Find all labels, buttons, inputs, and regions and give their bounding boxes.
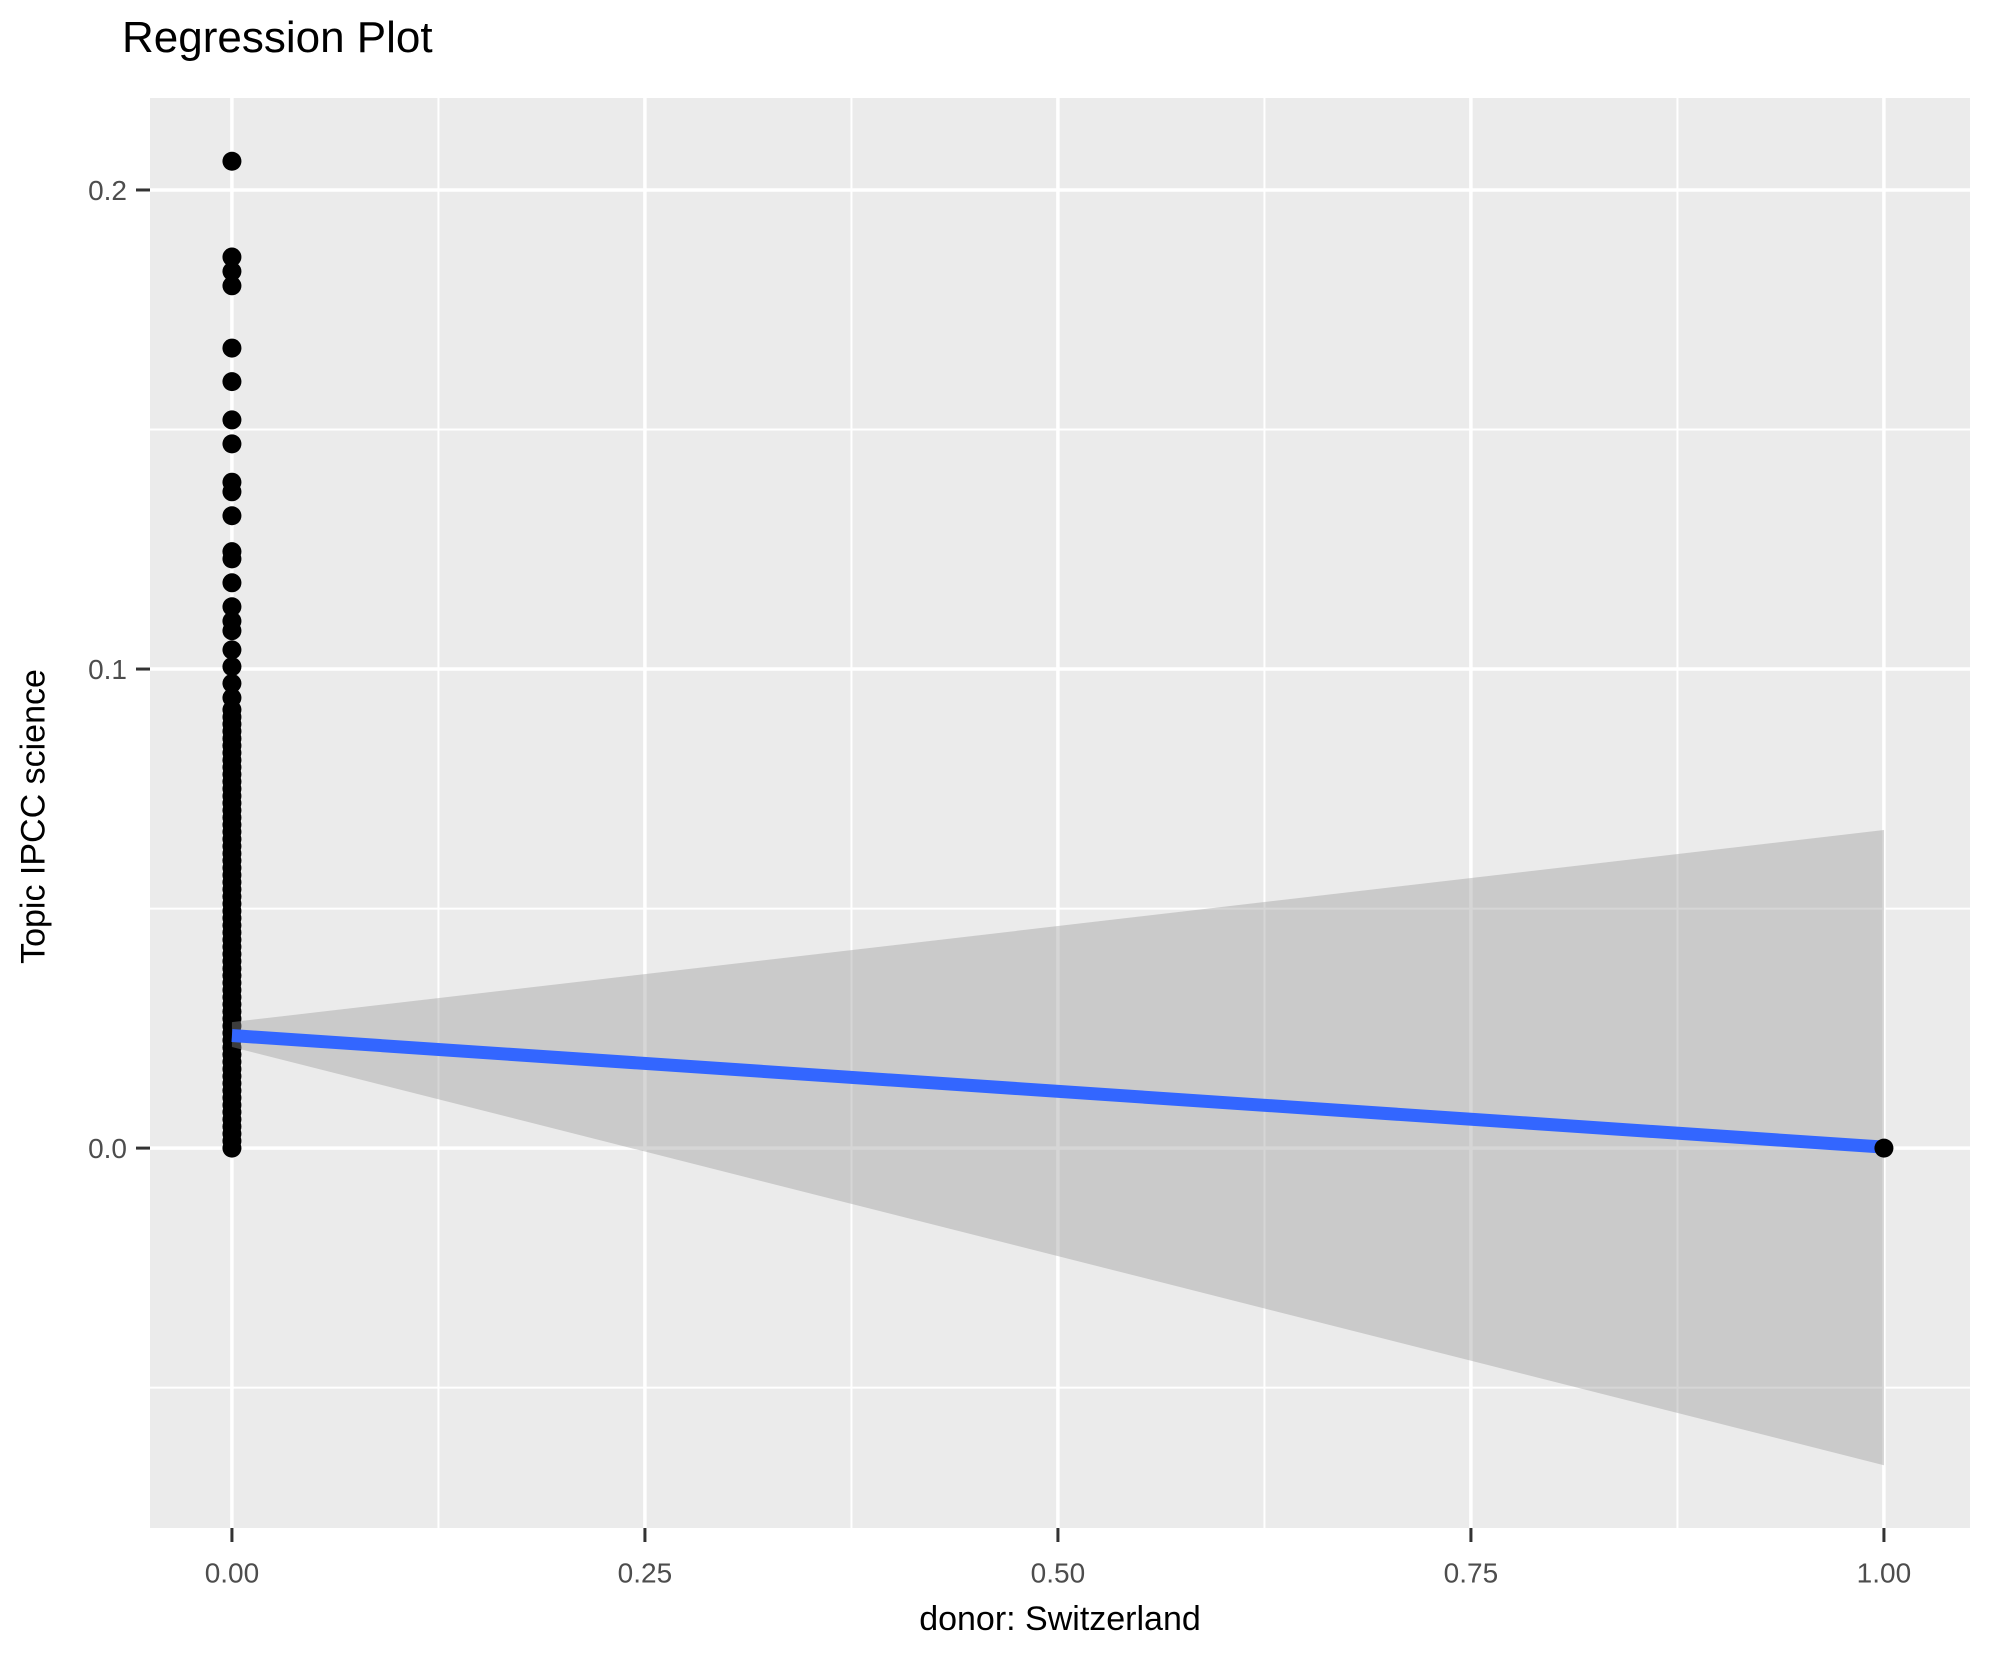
y-tick-label: 0.0 bbox=[88, 1133, 127, 1164]
x-tick-label: 0.00 bbox=[205, 1557, 260, 1588]
scatter-point bbox=[222, 151, 242, 171]
confidence-ribbon bbox=[231, 830, 1884, 1466]
scatter-point bbox=[222, 657, 242, 677]
scatter-point bbox=[222, 276, 242, 296]
x-tick-label: 1.00 bbox=[1857, 1557, 1912, 1588]
scatter-point bbox=[222, 621, 242, 641]
scatter-point bbox=[222, 640, 242, 660]
x-axis-title: donor: Switzerland bbox=[919, 1600, 1201, 1638]
scatter-point bbox=[222, 549, 242, 569]
scatter-point bbox=[222, 338, 242, 358]
panel-background bbox=[150, 98, 1970, 1528]
scatter-point bbox=[222, 434, 242, 454]
x-tick-label: 0.50 bbox=[1031, 1557, 1086, 1588]
scatter-point bbox=[222, 247, 242, 267]
x-tick-label: 0.25 bbox=[618, 1557, 673, 1588]
scatter-point bbox=[222, 1138, 242, 1158]
scatter-point bbox=[222, 597, 242, 617]
scatter-point bbox=[222, 573, 242, 593]
scatter-point bbox=[222, 673, 242, 693]
scatter-point bbox=[222, 372, 242, 392]
y-tick-label: 0.2 bbox=[88, 175, 127, 206]
scatter-point-x1 bbox=[1874, 1138, 1894, 1158]
scatter-point bbox=[222, 261, 242, 281]
scatter-point bbox=[222, 482, 242, 502]
scatter-point bbox=[222, 506, 242, 526]
x-tick-label: 0.75 bbox=[1444, 1557, 1499, 1588]
regression-line bbox=[231, 1029, 1885, 1154]
plot-title: Regression Plot bbox=[122, 13, 433, 62]
y-tick-label: 0.1 bbox=[88, 654, 127, 685]
scatter-point bbox=[222, 410, 242, 430]
